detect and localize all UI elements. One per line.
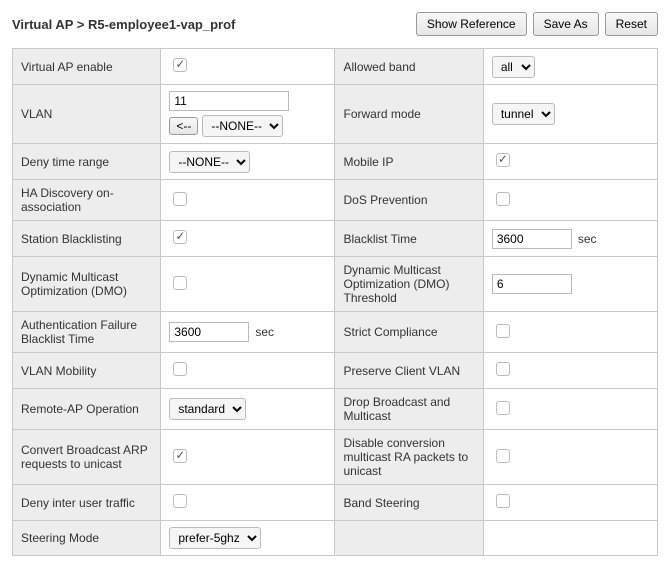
preserve-client-vlan-checkbox[interactable] — [496, 362, 510, 376]
steering-mode-select[interactable]: prefer-5ghz — [169, 527, 261, 549]
label-blacklist-time: Blacklist Time — [335, 221, 483, 257]
value-vlan-mobility — [161, 353, 335, 389]
disable-conversion-multicast-ra-packets-to-unicast-checkbox[interactable] — [496, 449, 510, 463]
authentication-failure-blacklist-time-input[interactable] — [169, 322, 249, 342]
ha-discovery-on-association-checkbox[interactable] — [173, 192, 187, 206]
label-vlan-mobility: VLAN Mobility — [13, 353, 161, 389]
label-disable-conversion-multicast-ra-packets-to-unicast: Disable conversion multicast RA packets … — [335, 430, 483, 485]
label-remote-ap-operation: Remote-AP Operation — [13, 389, 161, 430]
label-virtual-ap-enable: Virtual AP enable — [13, 49, 161, 85]
value-allowed-band: all — [483, 49, 657, 85]
dos-prevention-checkbox[interactable] — [496, 192, 510, 206]
label-convert-broadcast-arp-requests-to-unicast: Convert Broadcast ARP requests to unicas… — [13, 430, 161, 485]
value-dynamic-multicast-optimization-dmo — [161, 257, 335, 312]
label-steering-mode: Steering Mode — [13, 521, 161, 556]
value-virtual-ap-enable — [161, 49, 335, 85]
value-dos-prevention — [483, 180, 657, 221]
value-vlan: <-- --NONE-- — [161, 85, 335, 144]
value-deny-inter-user-traffic — [161, 485, 335, 521]
vlan-mobility-checkbox[interactable] — [173, 362, 187, 376]
blacklist-time-unit: sec — [578, 232, 597, 246]
band-steering-checkbox[interactable] — [496, 494, 510, 508]
label-vlan: VLAN — [13, 85, 161, 144]
label-deny-inter-user-traffic: Deny inter user traffic — [13, 485, 161, 521]
vap-form-table: Virtual AP enable Allowed band all VLAN <--… — [12, 48, 658, 556]
save-as-button[interactable]: Save As — [533, 12, 599, 36]
value-disable-conversion-multicast-ra-packets-to-unicast — [483, 430, 657, 485]
label-ha-discovery-on-association: HA Discovery on-association — [13, 180, 161, 221]
label-dynamic-multicast-optimization-dmo: Dynamic Multicast Optimization (DMO) — [13, 257, 161, 312]
label-allowed-band: Allowed band — [335, 49, 483, 85]
forward-mode-select[interactable]: tunnel — [492, 103, 555, 125]
label-mobile-ip: Mobile IP — [335, 144, 483, 180]
reset-button[interactable]: Reset — [605, 12, 658, 36]
value-mobile-ip — [483, 144, 657, 180]
blacklist-time-input[interactable] — [492, 229, 572, 249]
vlan-arrow-button[interactable]: <-- — [169, 117, 198, 135]
breadcrumb: Virtual AP > R5-employee1-vap_prof — [12, 17, 410, 32]
value-blacklist-time: sec — [483, 221, 657, 257]
label-deny-time-range: Deny time range — [13, 144, 161, 180]
convert-broadcast-arp-requests-to-unicast-checkbox[interactable] — [173, 449, 187, 463]
label-band-steering: Band Steering — [335, 485, 483, 521]
value-deny-time-range: --NONE-- — [161, 144, 335, 180]
value-strict-compliance — [483, 312, 657, 353]
dynamic-multicast-optimization-dmo-threshold-input[interactable] — [492, 274, 572, 294]
label-strict-compliance: Strict Compliance — [335, 312, 483, 353]
deny-time-range-select[interactable]: --NONE-- — [169, 151, 250, 173]
value-drop-broadcast-and-multicast — [483, 389, 657, 430]
vlan-input[interactable] — [169, 91, 289, 111]
label-dynamic-multicast-optimization-dmo-threshold: Dynamic Multicast Optimization (DMO) Thr… — [335, 257, 483, 312]
value-dynamic-multicast-optimization-dmo-threshold — [483, 257, 657, 312]
virtual-ap-enable-checkbox[interactable] — [173, 58, 187, 72]
value-ha-discovery-on-association — [161, 180, 335, 221]
mobile-ip-checkbox[interactable] — [496, 153, 510, 167]
value-station-blacklisting — [161, 221, 335, 257]
strict-compliance-checkbox[interactable] — [496, 324, 510, 338]
station-blacklisting-checkbox[interactable] — [173, 230, 187, 244]
remote-ap-operation-select[interactable]: standard — [169, 398, 246, 420]
deny-inter-user-traffic-checkbox[interactable] — [173, 494, 187, 508]
value-forward-mode: tunnel — [483, 85, 657, 144]
drop-broadcast-and-multicast-checkbox[interactable] — [496, 401, 510, 415]
value-convert-broadcast-arp-requests-to-unicast — [161, 430, 335, 485]
label-drop-broadcast-and-multicast: Drop Broadcast and Multicast — [335, 389, 483, 430]
value-steering-mode: prefer-5ghz — [161, 521, 335, 556]
label-authentication-failure-blacklist-time: Authentication Failure Blacklist Time — [13, 312, 161, 353]
label-preserve-client-vlan: Preserve Client VLAN — [335, 353, 483, 389]
vlan-none-select[interactable]: --NONE-- — [202, 115, 283, 137]
show-reference-button[interactable]: Show Reference — [416, 12, 527, 36]
value-authentication-failure-blacklist-time: sec — [161, 312, 335, 353]
label-dos-prevention: DoS Prevention — [335, 180, 483, 221]
allowed-band-select[interactable]: all — [492, 56, 535, 78]
value-preserve-client-vlan — [483, 353, 657, 389]
label-forward-mode: Forward mode — [335, 85, 483, 144]
value-band-steering — [483, 485, 657, 521]
label-station-blacklisting: Station Blacklisting — [13, 221, 161, 257]
value-remote-ap-operation: standard — [161, 389, 335, 430]
dynamic-multicast-optimization-dmo-checkbox[interactable] — [173, 276, 187, 290]
authentication-failure-blacklist-time-unit: sec — [255, 325, 274, 339]
